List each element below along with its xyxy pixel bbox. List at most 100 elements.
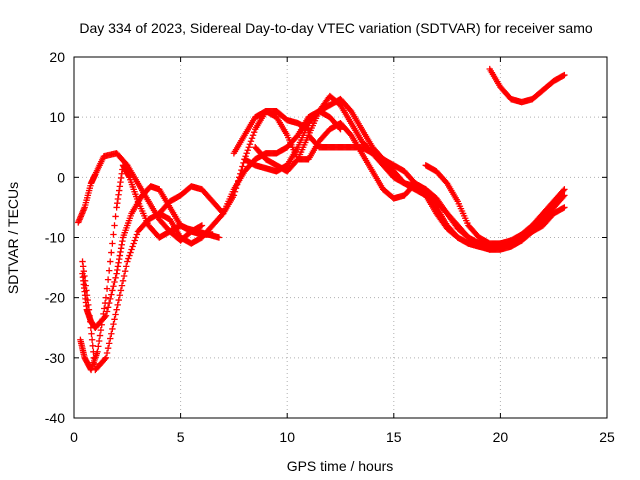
data-point-marker	[107, 258, 114, 265]
x-tick-label: 25	[599, 429, 615, 445]
data-point-marker	[123, 263, 130, 270]
data-point-marker	[104, 304, 112, 311]
data-point-marker	[131, 237, 138, 244]
data-point-marker	[198, 222, 206, 229]
x-axis-label: GPS time / hours	[287, 458, 394, 474]
data-point-marker	[245, 144, 253, 151]
series-track-10	[305, 132, 568, 250]
series-track-9	[252, 92, 568, 253]
x-tick-label: 15	[386, 429, 402, 445]
series-track-11	[422, 162, 568, 247]
data-point-marker	[561, 204, 568, 211]
data-point-marker	[91, 360, 98, 368]
data-point-marker	[111, 222, 118, 229]
data-point-marker	[130, 240, 137, 247]
data-point-marker	[95, 343, 102, 350]
data-point-marker	[246, 141, 254, 148]
data-point-marker	[103, 349, 111, 357]
data-point-marker	[99, 316, 106, 323]
data-point-marker	[112, 213, 119, 220]
data-point-marker	[126, 252, 133, 259]
data-point-marker	[111, 278, 118, 286]
y-tick-label: 0	[57, 169, 65, 185]
data-point-marker	[124, 258, 131, 265]
data-point-marker	[87, 318, 94, 325]
data-point-marker	[561, 186, 568, 193]
y-tick-label: -40	[45, 410, 65, 426]
data-point-marker	[120, 272, 128, 280]
y-tick-label: -20	[45, 290, 65, 306]
data-point-marker	[90, 354, 98, 362]
data-point-marker	[250, 129, 258, 136]
data-point-marker	[101, 305, 108, 312]
chart-title: Day 334 of 2023, Sidereal Day-to-day VTE…	[79, 20, 592, 36]
data-point-marker	[88, 330, 95, 337]
data-point-marker	[85, 306, 93, 313]
data-point-marker	[110, 231, 117, 238]
data-point-marker	[113, 306, 120, 313]
data-point-marker	[110, 320, 117, 328]
data-point-marker	[248, 135, 256, 142]
y-tick-label: -30	[45, 350, 65, 366]
data-point-marker	[117, 287, 125, 294]
data-points	[75, 65, 568, 374]
data-point-marker	[107, 295, 114, 303]
series-track-4	[75, 150, 206, 244]
data-point-marker	[108, 291, 115, 298]
y-tick-label: 20	[49, 49, 65, 65]
data-point-marker	[90, 348, 97, 356]
data-point-marker	[96, 332, 104, 339]
data-point-marker	[127, 249, 134, 256]
data-point-marker	[102, 354, 110, 362]
data-point-marker	[107, 335, 114, 342]
data-point-marker	[103, 285, 111, 292]
series-track-12	[486, 65, 568, 106]
y-tick-label: -10	[45, 230, 65, 246]
data-point-marker	[561, 71, 568, 79]
data-point-marker	[105, 340, 113, 347]
data-point-marker	[89, 342, 96, 349]
data-point-marker	[249, 132, 257, 139]
data-point-marker	[86, 312, 93, 319]
series-track-2	[77, 162, 223, 374]
series-track-7	[230, 107, 525, 253]
data-point-marker	[112, 311, 119, 318]
data-point-marker	[109, 240, 116, 247]
data-point-marker	[109, 287, 116, 294]
data-point-marker	[132, 234, 140, 241]
data-point-marker	[293, 157, 300, 164]
data-point-marker	[101, 299, 109, 307]
data-point-marker	[104, 345, 112, 352]
data-point-marker	[244, 147, 251, 154]
data-point-marker	[101, 355, 109, 363]
y-tick-label: 10	[49, 109, 65, 125]
data-point-marker	[104, 276, 112, 283]
data-point-marker	[129, 243, 136, 250]
data-point-marker	[98, 321, 105, 328]
series-track-6	[220, 107, 344, 217]
x-tick-label: 10	[279, 429, 295, 445]
plot-frame	[73, 56, 608, 419]
data-point-marker	[243, 150, 250, 157]
series-track-3	[79, 210, 227, 374]
data-point-marker	[100, 310, 107, 318]
x-tick-label: 20	[493, 429, 509, 445]
data-point-marker	[112, 274, 119, 282]
data-point-marker	[239, 163, 246, 170]
data-point-marker	[108, 330, 115, 337]
data-point-marker	[128, 246, 135, 253]
data-point-marker	[133, 231, 141, 238]
data-point-marker	[97, 326, 105, 334]
data-point-marker	[102, 294, 110, 301]
data-point-marker	[247, 138, 255, 145]
x-tick-label: 5	[177, 429, 185, 445]
data-point-marker	[125, 255, 132, 262]
data-point-marker	[109, 325, 116, 333]
data-point-marker	[95, 337, 103, 345]
data-point-marker	[111, 316, 118, 323]
data-point-marker	[87, 324, 95, 331]
data-point-marker	[121, 267, 129, 275]
data-point-marker	[215, 234, 223, 241]
data-point-marker	[118, 282, 126, 289]
